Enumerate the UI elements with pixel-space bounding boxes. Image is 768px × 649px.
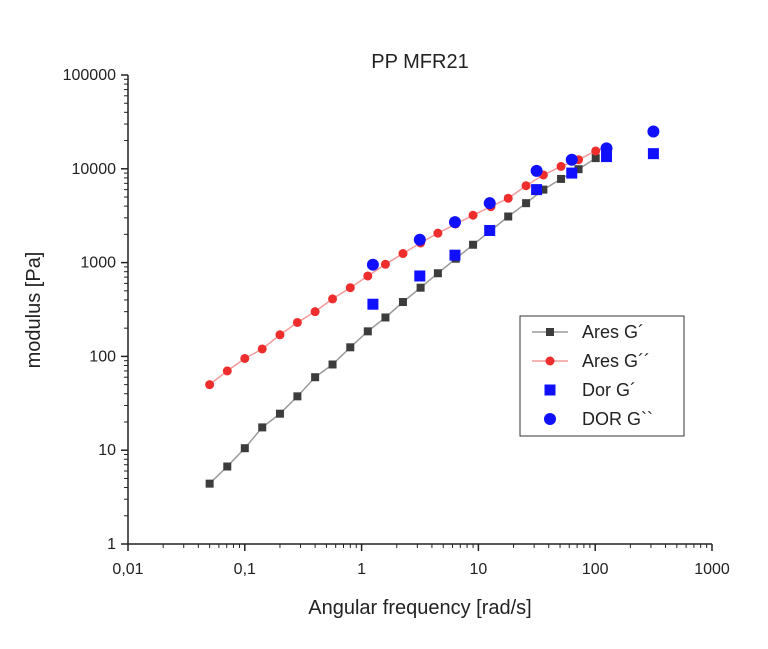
axes: 0,01 0,1 1 10 100 1000 1 10 100 1000 10000 100000 [63,67,730,578]
data-point-s1 [363,271,373,281]
data-point-s2 [601,151,613,163]
y-tick-label: 100 [89,348,116,365]
legend-label: Ares G´´ [582,351,650,371]
data-point-s3 [600,142,613,155]
legend-label: DOR G`` [582,409,653,429]
data-point-s1 [468,210,478,220]
data-point-s0 [591,154,600,163]
legend: Ares G´ Ares G´´ Dor G´ DOR G`` [519,315,685,437]
data-point-s1 [398,249,408,259]
data-point-s1 [380,259,390,269]
y-tick-label: 10 [98,442,116,459]
data-point-s1 [345,283,355,293]
data-point-s2 [531,184,543,196]
data-point-s1 [222,366,232,376]
data-point-s0 [522,199,531,208]
data-point-s0 [504,212,513,221]
data-point-s0 [346,343,355,352]
data-point-s1 [292,317,302,327]
data-point-s1 [310,307,320,317]
data-point-s0 [469,240,478,249]
data-point-s0 [275,409,284,418]
data-point-s2 [414,270,426,282]
x-tick-label: 1 [357,561,366,578]
chart-title: PP MFR21 [371,51,468,73]
y-tick-label: 1000 [80,255,116,272]
data-point-s0 [381,313,390,322]
data-point-s1 [591,146,601,156]
data-point-s0 [433,269,442,278]
x-axis-title: Angular frequency [rad/s] [308,597,531,619]
data-point-s3 [413,233,426,246]
y-tick-label: 1 [107,536,116,553]
data-point-s3 [366,258,379,271]
x-tick-label: 100 [582,561,609,578]
data-points [205,125,660,488]
data-point-s0 [398,298,407,307]
data-point-s0 [328,360,337,369]
data-point-s3 [483,197,496,210]
x-tick-label: 0,1 [234,561,256,578]
legend-marker [544,384,556,396]
data-point-s3 [530,164,543,177]
data-point-s2 [566,167,578,179]
data-point-s0 [258,423,267,432]
data-point-s0 [223,462,232,471]
y-axis-title: modulus [Pa] [23,252,45,369]
x-tick-label: 10 [470,561,488,578]
data-point-s0 [363,327,372,336]
data-point-s3 [647,125,660,138]
x-tick-label: 0,01 [112,561,143,578]
legend-label: Dor G´ [582,380,636,400]
data-point-s1 [433,228,443,238]
data-point-s1 [257,344,267,354]
data-point-s0 [557,174,566,183]
data-point-s1 [205,380,215,390]
data-point-s2 [449,249,461,261]
data-point-s1 [521,181,531,191]
data-point-s0 [574,165,583,174]
data-point-s1 [503,193,513,203]
data-point-s1 [240,353,250,363]
legend-marker [545,356,555,366]
data-point-s1 [556,161,566,171]
data-point-s2 [647,148,659,160]
data-point-s3 [448,216,461,229]
data-point-s0 [416,283,425,292]
data-point-s0 [293,392,302,401]
y-tick-label: 10000 [72,161,117,178]
legend-marker [544,413,556,425]
legend-marker [546,328,554,336]
data-point-s1 [275,330,285,340]
data-point-s2 [367,298,379,310]
data-point-s1 [328,294,338,304]
data-point-s0 [539,185,548,194]
data-point-s0 [240,444,249,453]
data-point-s0 [311,373,320,382]
data-point-s0 [205,479,214,488]
y-tick-label: 100000 [63,67,116,84]
x-tick-label: 1000 [694,561,730,578]
legend-label: Ares G´ [582,322,644,342]
data-point-s3 [565,153,578,166]
data-point-s2 [484,224,496,236]
